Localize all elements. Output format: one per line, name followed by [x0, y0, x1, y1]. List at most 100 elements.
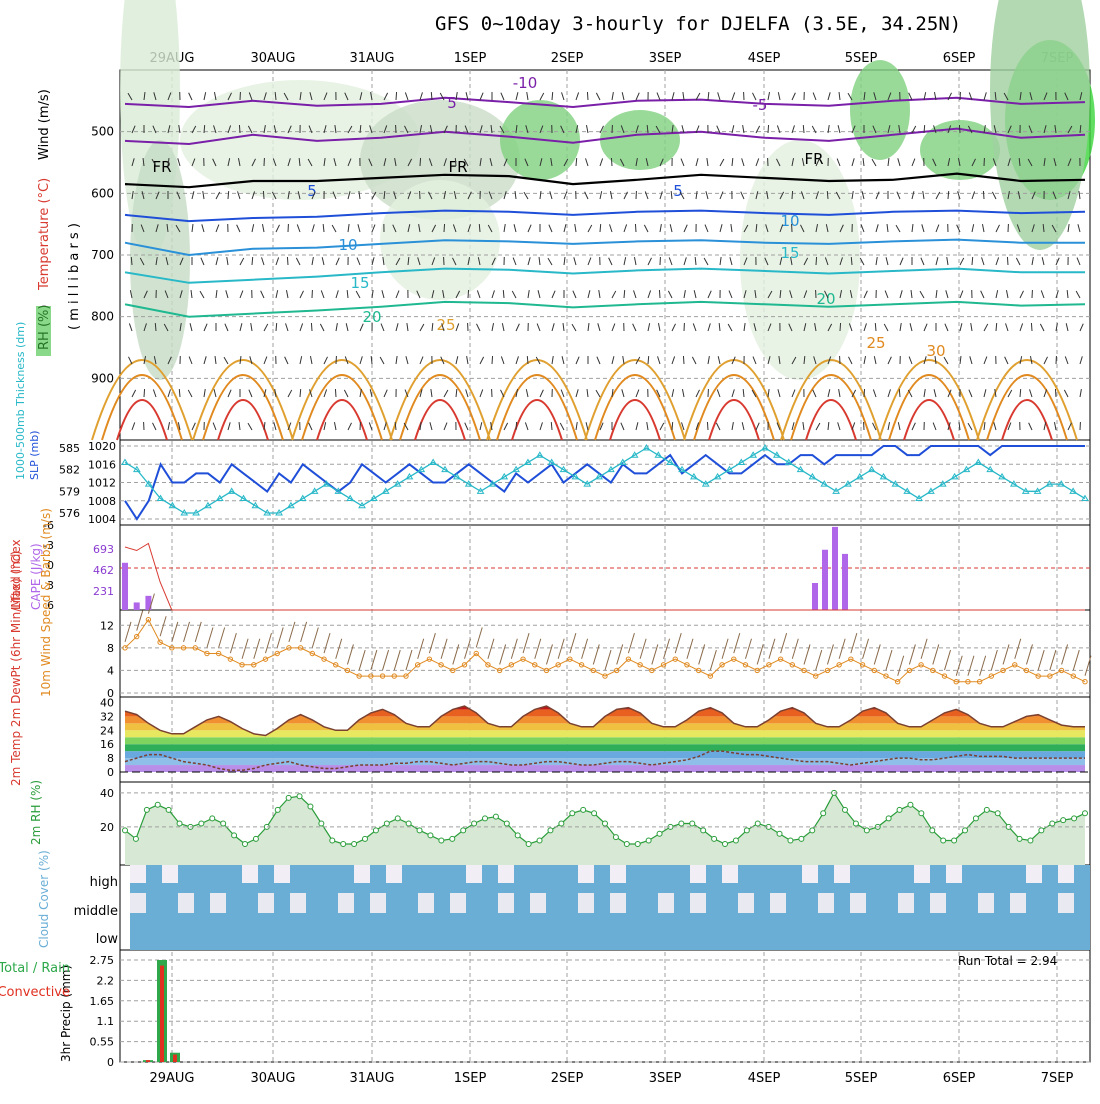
wind-barb-10m — [207, 628, 213, 648]
rh-marker — [297, 794, 302, 799]
wind-barb-10m — [863, 639, 869, 659]
date-label-bottom: 31AUG — [349, 1071, 394, 1086]
wind-barb-10m — [710, 650, 716, 670]
high-cloud-gap — [722, 865, 738, 883]
wind-barb — [249, 390, 252, 397]
cape-bar — [832, 527, 838, 610]
wind-barb — [647, 422, 648, 430]
wind-barb — [719, 323, 720, 331]
wind-barb — [768, 125, 769, 133]
date-label-bottom: 3SEP — [649, 1071, 682, 1086]
wind-barb — [310, 356, 312, 364]
warm-contour — [218, 400, 268, 440]
wind-barb — [576, 158, 577, 166]
high-cloud-gap — [1026, 865, 1042, 883]
wind-barb — [624, 290, 625, 298]
wind-barb — [622, 389, 624, 397]
wind-barb-10m — [511, 639, 517, 659]
wind-barb — [239, 422, 240, 430]
rh-marker — [308, 804, 313, 809]
wind-barb — [1007, 257, 1008, 265]
rh-marker — [493, 814, 498, 819]
wind-barb — [287, 257, 288, 265]
wind-barb — [610, 224, 612, 232]
wind-barb — [225, 324, 228, 331]
contour-label: 10 — [780, 212, 799, 230]
rh-marker — [963, 828, 968, 833]
wind-barb — [204, 389, 205, 397]
wind-barb — [696, 191, 697, 199]
wind-barb-10m — [476, 628, 482, 648]
wind-barb — [792, 93, 795, 100]
warm-contour — [610, 400, 660, 440]
contour-15 — [125, 269, 1085, 283]
wind-barb — [132, 422, 135, 430]
wind-barb — [969, 390, 972, 397]
wind-barb — [576, 389, 578, 397]
wind-barb — [743, 389, 744, 397]
wind-barb — [792, 390, 795, 397]
wind-barb — [1079, 191, 1080, 199]
pressure-tick: 800 — [91, 310, 114, 324]
rh-marker — [133, 836, 138, 841]
rh-marker — [646, 838, 651, 843]
wind-barb — [309, 423, 312, 430]
wind-barb — [189, 93, 192, 100]
wind-barb — [828, 422, 829, 430]
wind-barb — [838, 125, 840, 133]
wind-barb — [372, 290, 373, 298]
wind-barb — [492, 290, 494, 298]
wind-barb — [381, 324, 384, 331]
wind-barb — [396, 92, 397, 100]
wind-barb — [864, 291, 867, 298]
slp-tick: 1020 — [88, 440, 116, 453]
wind-barb — [648, 323, 650, 331]
wind-barb — [1031, 323, 1032, 331]
middle-cloud-gap — [1010, 893, 1026, 913]
wind10m-label: 10m Wind Speed & Barbs (m/s) — [39, 508, 53, 697]
wind-barb — [648, 356, 649, 364]
wind-barb — [849, 323, 852, 331]
wind-barb — [624, 257, 626, 265]
chart-title: GFS 0~10day 3-hourly for DJELFA (3.5E, 3… — [435, 13, 961, 35]
thickness-tick: 576 — [59, 507, 80, 520]
wind-barb — [624, 224, 627, 232]
wind-barb-10m — [219, 628, 225, 648]
contour-label: FR — [804, 150, 823, 168]
temp-band — [120, 744, 1090, 751]
wind-barb — [240, 356, 241, 364]
wind-barb — [984, 422, 985, 430]
rh-shading — [130, 140, 190, 380]
rh-marker — [417, 828, 422, 833]
wind-barb — [1020, 323, 1023, 331]
temp-band — [120, 723, 1090, 730]
rh-marker — [952, 838, 957, 843]
wind-barb — [1020, 291, 1024, 298]
wind-barb — [660, 423, 664, 430]
contour-20 — [125, 302, 1085, 317]
wind-barb-10m — [488, 639, 494, 659]
precip-tick: 0 — [107, 1056, 114, 1069]
wind-barb — [634, 290, 636, 298]
wind-barb — [396, 356, 397, 364]
wind-barb — [382, 290, 384, 298]
high-cloud-gap — [802, 865, 818, 883]
contour-label: 15 — [780, 244, 799, 262]
wind-barb — [731, 224, 732, 232]
wind-barb — [203, 191, 204, 199]
wind-barb — [981, 291, 984, 298]
rh-marker — [777, 831, 782, 836]
wind-barb — [204, 356, 206, 364]
wind-barb — [660, 191, 662, 199]
rh-marker — [788, 838, 793, 843]
wind-barb-10m — [265, 633, 271, 653]
wind-barb — [852, 191, 853, 199]
wind-barb — [526, 389, 528, 397]
wind-barb — [960, 291, 963, 298]
wind-barb — [444, 423, 447, 430]
wind-barb — [431, 389, 432, 397]
wind-barb-10m — [441, 639, 447, 659]
wind-barb-10m — [745, 639, 751, 659]
